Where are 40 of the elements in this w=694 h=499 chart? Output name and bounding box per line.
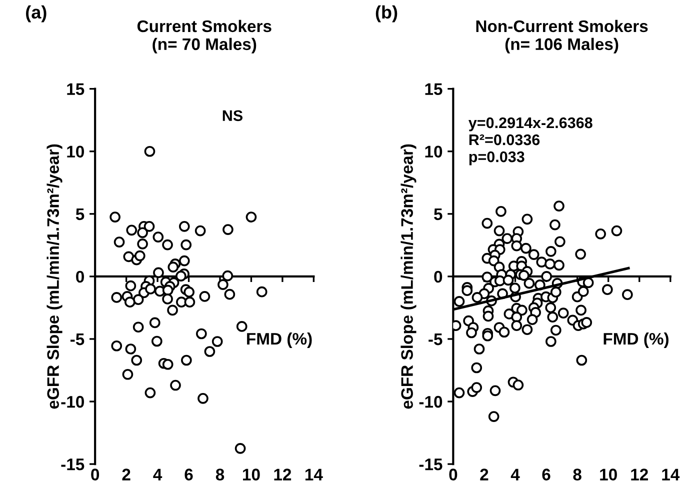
chart-title: Current Smokers (n= 70 Males) — [137, 20, 272, 54]
x-tick-label: 2 — [122, 468, 130, 480]
x-tick-label: 2 — [480, 468, 488, 480]
x-tick-label: 10 — [600, 468, 617, 480]
x-axis-title: FMD (%) — [247, 332, 312, 348]
x-tick-label: 0 — [91, 468, 100, 480]
y-tick-label: 0 — [434, 270, 442, 283]
text: (a) — [26, 5, 46, 22]
y-tick-label: -10 — [61, 396, 84, 408]
y-tick-label: 15 — [425, 83, 442, 96]
x-tick-label: 6 — [184, 468, 193, 480]
annotation: NS — [222, 110, 242, 122]
text: (b) — [376, 5, 398, 22]
y-tick-label: -5 — [428, 334, 442, 346]
y-axis-title: eGFR Slope (mL/min/1.73m²/year) — [400, 144, 416, 409]
chart-title: Non-Current Smokers (n= 106 Males) — [476, 20, 648, 54]
x-tick-label: 4 — [510, 468, 520, 480]
y-tick-label: 15 — [67, 83, 84, 96]
y-tick-label: 5 — [434, 208, 442, 220]
y-tick-label: 10 — [67, 146, 84, 158]
annotation: y=0.2914x-2.6368 R²=0.0336 p=0.033 — [468, 117, 592, 166]
y-tick-label: 0 — [76, 270, 84, 283]
x-tick-label: 8 — [216, 468, 224, 480]
x-tick-label: 14 — [305, 468, 323, 480]
y-tick-label: -10 — [419, 396, 442, 408]
x-tick-label: 10 — [243, 468, 260, 480]
x-tick-label: 8 — [573, 468, 582, 480]
y-tick-label: -15 — [61, 458, 84, 470]
y-axis-title: eGFR Slope (mL/min/1.73m²/year) — [46, 144, 62, 409]
x-tick-label: 12 — [631, 468, 648, 480]
y-tick-label: -5 — [70, 334, 84, 346]
y-tick-label: 5 — [76, 208, 84, 220]
x-axis-title: FMD (%) — [604, 332, 668, 348]
x-tick-label: 12 — [274, 468, 292, 480]
y-tick-label: -15 — [419, 458, 442, 470]
y-tick-label: 10 — [425, 146, 442, 158]
x-tick-label: 0 — [449, 468, 458, 480]
x-tick-label: 4 — [153, 468, 162, 480]
x-tick-label: 6 — [542, 468, 550, 480]
x-tick-label: 14 — [662, 468, 680, 480]
